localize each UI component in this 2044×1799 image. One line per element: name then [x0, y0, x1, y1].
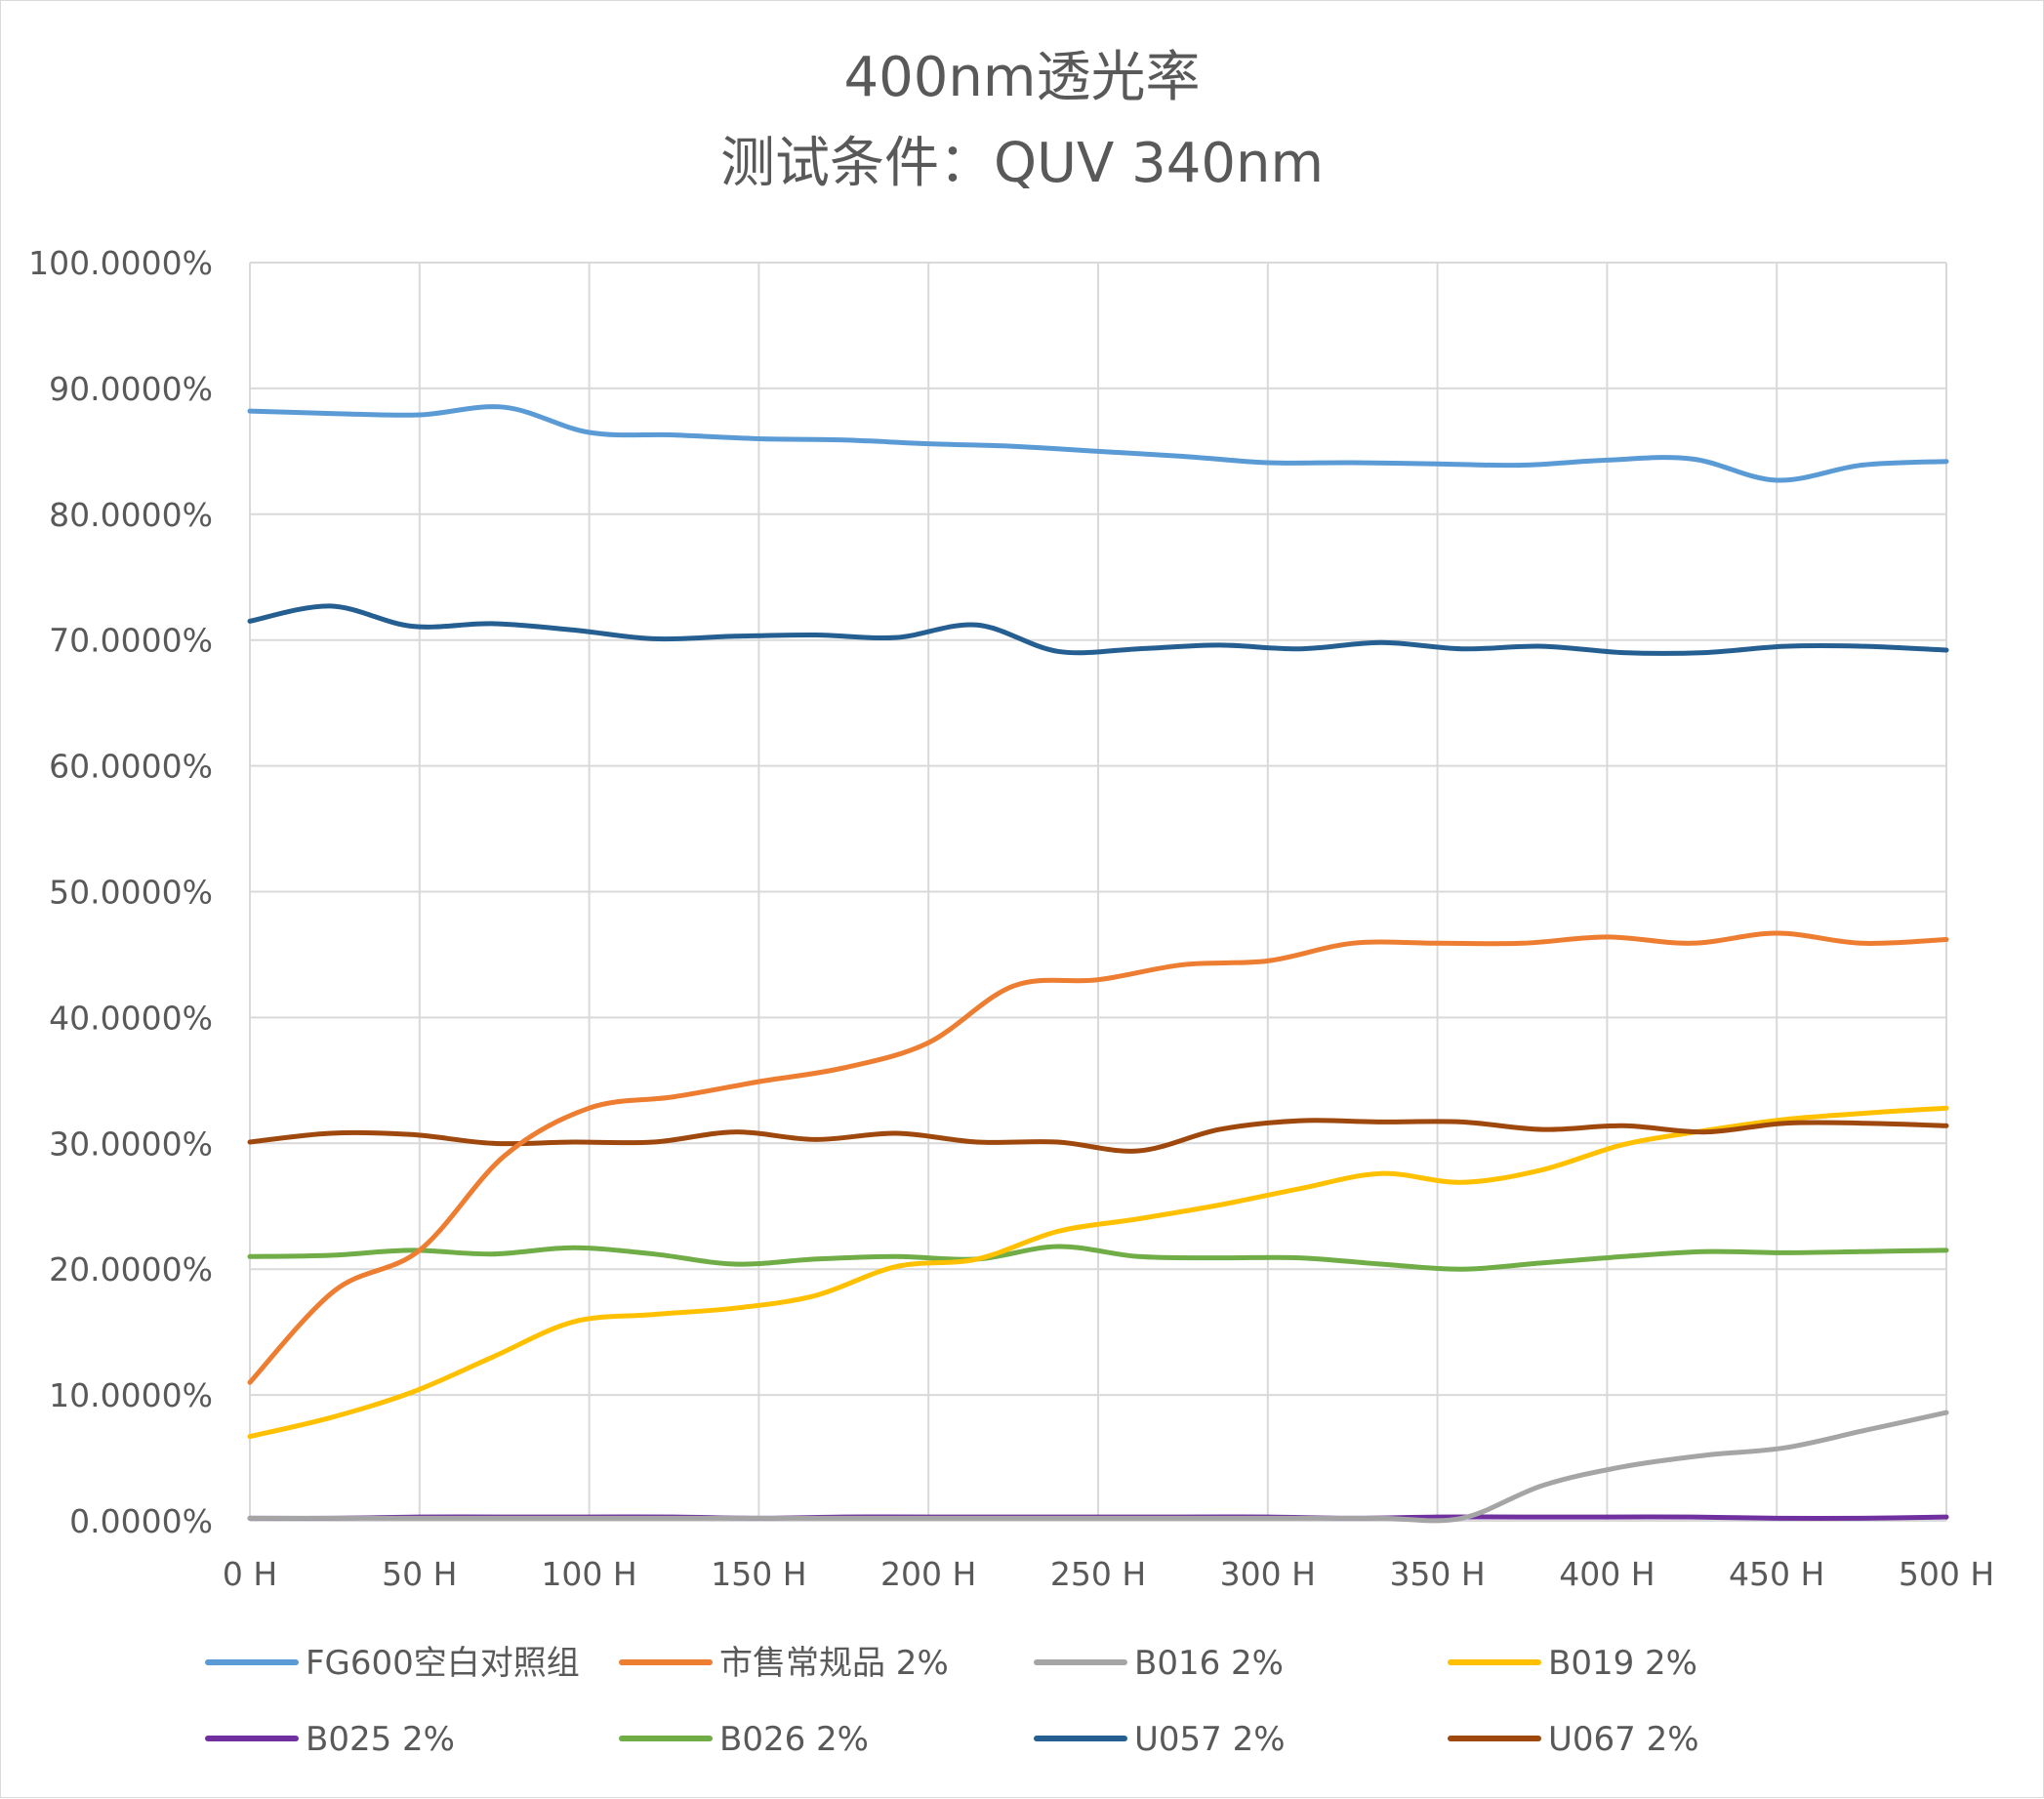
series-line-3 [247, 1105, 1949, 1440]
y-tick-label: 70.0000% [49, 622, 213, 660]
x-tick-label: 450 H [1729, 1555, 1824, 1593]
series-line-7 [247, 1118, 1949, 1154]
y-tick-label: 30.0000% [49, 1124, 213, 1163]
series-line-0 [247, 404, 1949, 483]
x-tick-label: 150 H [711, 1555, 806, 1593]
legend-label: FG600空白对照组 [306, 1644, 580, 1683]
x-tick-label: 200 H [880, 1555, 976, 1593]
x-tick-label: 350 H [1389, 1555, 1485, 1593]
y-tick-label: 50.0000% [49, 874, 213, 912]
gridlines [249, 262, 1947, 1522]
series-line-1 [247, 930, 1949, 1385]
legend: FG600空白对照组 市售常规品 2% B016 2% B019 2% B025 2% B… [205, 1644, 1699, 1759]
x-tick-label: 250 H [1050, 1555, 1146, 1593]
legend-label: B026 2% [719, 1720, 869, 1759]
legend-label: 市售常规品 2% [719, 1644, 949, 1683]
legend-label: B019 2% [1548, 1644, 1697, 1683]
x-tick-label: 400 H [1559, 1555, 1655, 1593]
y-tick-label: 60.0000% [49, 748, 213, 786]
legend-label: B016 2% [1134, 1644, 1284, 1683]
x-tick-label: 0 H [223, 1555, 277, 1593]
y-tick-label: 0.0000% [69, 1502, 213, 1540]
x-tick-label: 50 H [382, 1555, 457, 1593]
y-tick-label: 20.0000% [49, 1250, 213, 1288]
x-tick-label: 100 H [541, 1555, 636, 1593]
legend-label: U067 2% [1548, 1720, 1699, 1759]
chart-subtitle: 测试条件：QUV 340nm [720, 132, 1324, 195]
y-tick-label: 80.0000% [49, 496, 213, 534]
series-line-5 [247, 1244, 1949, 1272]
y-tick-label: 90.0000% [49, 370, 213, 408]
x-tick-label: 300 H [1220, 1555, 1316, 1593]
x-axis-ticks: 0 H 50 H 100 H 150 H 200 H 250 H 300 H 350 H 400… [223, 1555, 1994, 1593]
x-tick-label: 500 H [1899, 1555, 1994, 1593]
chart-title: 400nm透光率 [844, 46, 1201, 109]
series-line-6 [247, 603, 1949, 656]
series-line-2 [247, 1410, 1949, 1524]
legend-label: B025 2% [306, 1720, 455, 1759]
legend-label: U057 2% [1134, 1720, 1286, 1759]
y-tick-label: 10.0000% [49, 1376, 213, 1414]
y-tick-label: 40.0000% [49, 999, 213, 1037]
y-axis-ticks: 0.0000% 10.0000% 20.0000% 30.0000% 40.0000% 5… [28, 244, 213, 1540]
y-tick-label: 100.0000% [28, 244, 213, 282]
series-lines [247, 404, 1949, 1524]
